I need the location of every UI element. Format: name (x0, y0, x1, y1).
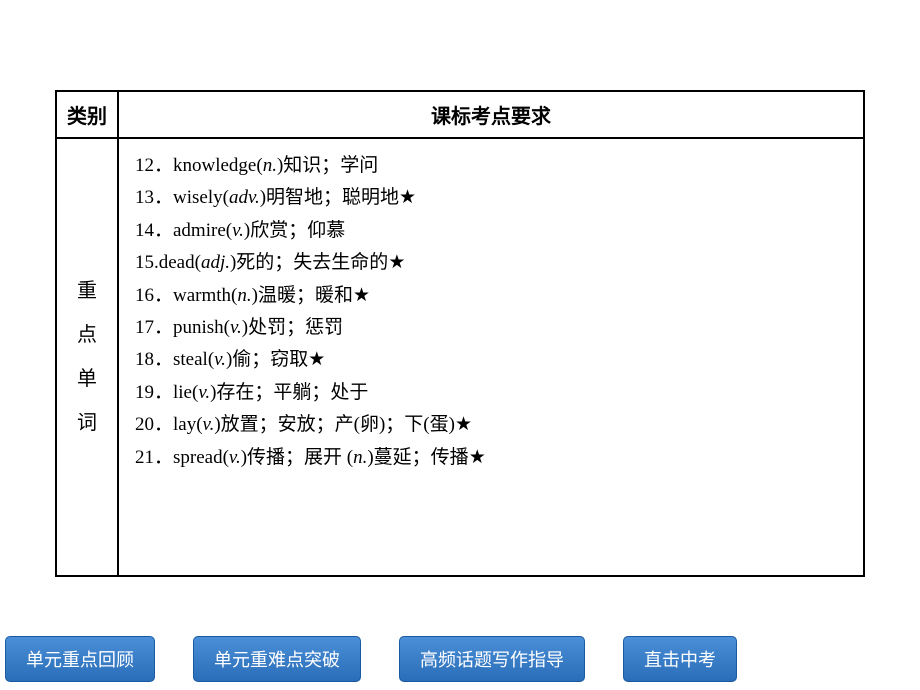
vocab-item: 21．spread(v.)传播；展开 (n.)蔓延；传播★ (135, 443, 847, 473)
category-label: 重 点 单 词 (57, 139, 119, 575)
vocab-item: 12．knowledge(n.)知识；学问 (135, 151, 847, 181)
category-char: 单 (77, 357, 97, 401)
nav-unit-review[interactable]: 单元重点回顾 (5, 636, 155, 682)
table-body: 重 点 单 词 12．knowledge(n.)知识；学问13．wisely(a… (57, 139, 863, 575)
vocab-item: 13．wisely(adv.)明智地；聪明地★ (135, 183, 847, 213)
header-category: 类别 (57, 92, 119, 137)
vocab-list: 12．knowledge(n.)知识；学问13．wisely(adv.)明智地；… (119, 139, 863, 575)
vocab-table: 类别 课标考点要求 重 点 单 词 12．knowledge(n.)知识；学问1… (55, 90, 865, 577)
vocab-item: 18．steal(v.)偷；窃取★ (135, 345, 847, 375)
vocab-item: 17．punish(v.)处罚；惩罚 (135, 313, 847, 343)
vocab-item: 16．warmth(n.)温暖；暖和★ (135, 281, 847, 311)
category-char: 点 (77, 313, 97, 357)
nav-writing-guide[interactable]: 高频话题写作指导 (399, 636, 585, 682)
nav-unit-breakthrough[interactable]: 单元重难点突破 (193, 636, 361, 682)
category-char: 词 (77, 401, 97, 445)
vocab-item: 14．admire(v.)欣赏；仰慕 (135, 216, 847, 246)
nav-exam-direct[interactable]: 直击中考 (623, 636, 737, 682)
category-char: 重 (77, 269, 97, 313)
vocab-item: 19．lie(v.)存在；平躺；处于 (135, 378, 847, 408)
vocab-item: 20．lay(v.)放置；安放；产(卵)；下(蛋)★ (135, 410, 847, 440)
table-header: 类别 课标考点要求 (57, 92, 863, 139)
vocab-item: 15.dead(adj.)死的；失去生命的★ (135, 248, 847, 278)
header-requirement: 课标考点要求 (119, 92, 863, 137)
nav-bar: 单元重点回顾 单元重难点突破 高频话题写作指导 直击中考 (0, 636, 920, 682)
